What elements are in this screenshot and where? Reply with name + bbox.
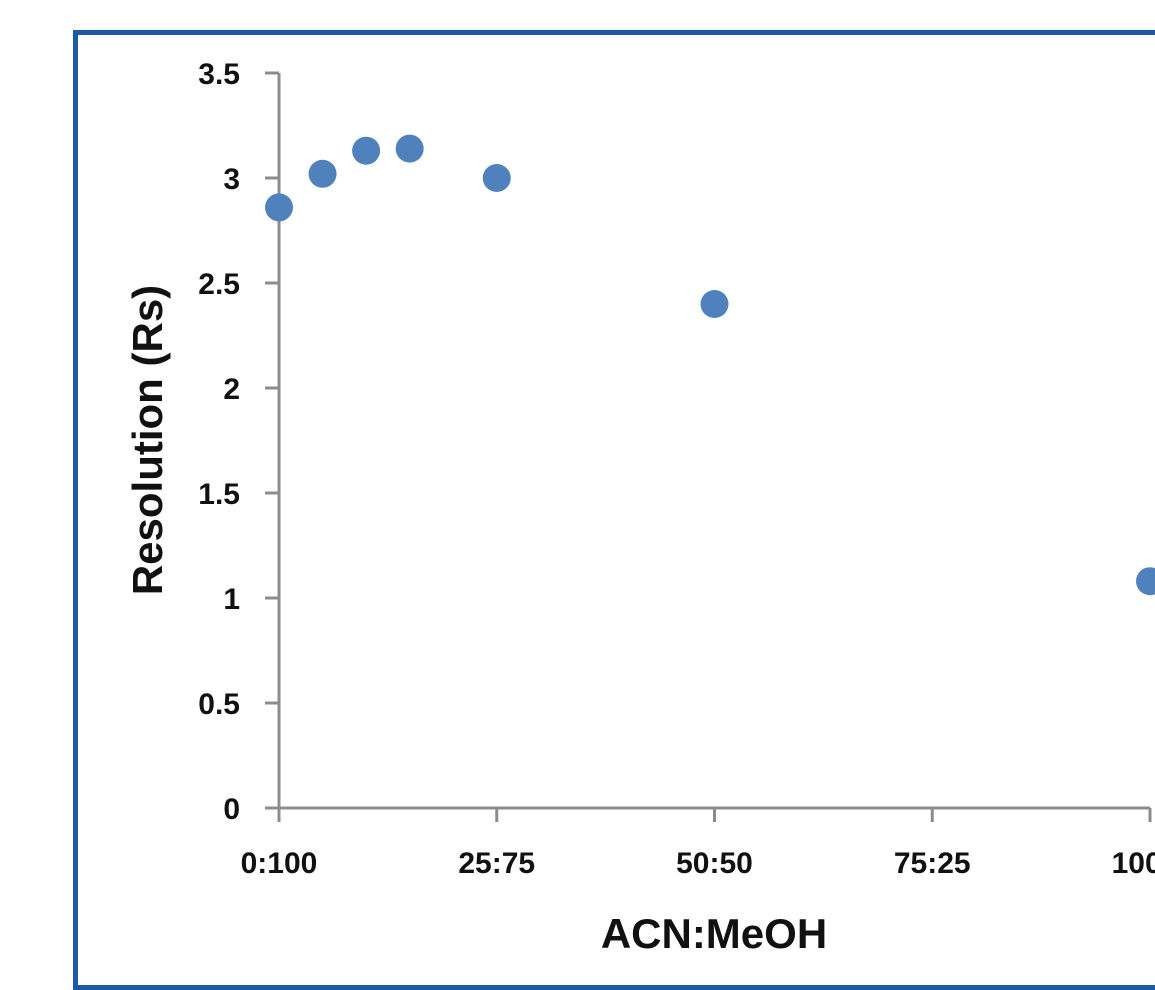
data-point	[1136, 567, 1155, 596]
data-point	[482, 164, 511, 192]
y-axis-title: Resolution (Rs)	[124, 285, 171, 595]
y-tick-label: 3.5	[198, 58, 240, 91]
data-point	[395, 134, 424, 163]
y-tick-label: 2.5	[198, 268, 240, 301]
y-tick-label: 0	[223, 793, 240, 826]
chart-frame	[73, 30, 1155, 990]
data-point	[265, 193, 293, 222]
y-tick-label: 3	[223, 163, 240, 196]
x-tick-label: 75:25	[894, 847, 971, 880]
y-tick-label: 1	[223, 583, 240, 616]
y-tick-label: 0.5	[198, 688, 240, 721]
x-tick-label: 50:50	[676, 847, 753, 880]
x-tick-label: 0:100	[241, 847, 318, 880]
x-axis-title: ACN:MeOH	[601, 910, 827, 957]
y-tick-label: 1.5	[198, 478, 240, 511]
data-point	[700, 290, 729, 318]
data-point	[352, 136, 381, 165]
x-axis: 0:100 25:75 50:50 75:25 100:0	[241, 806, 1155, 880]
y-axis: 0 0.5 1 1.5 2 2.5 3 3.5	[198, 58, 281, 826]
data-point	[308, 159, 337, 188]
data-points	[265, 134, 1155, 596]
x-tick-label: 100:0	[1112, 847, 1155, 880]
y-tick-label: 2	[223, 373, 240, 406]
x-tick-label: 25:75	[458, 847, 535, 880]
